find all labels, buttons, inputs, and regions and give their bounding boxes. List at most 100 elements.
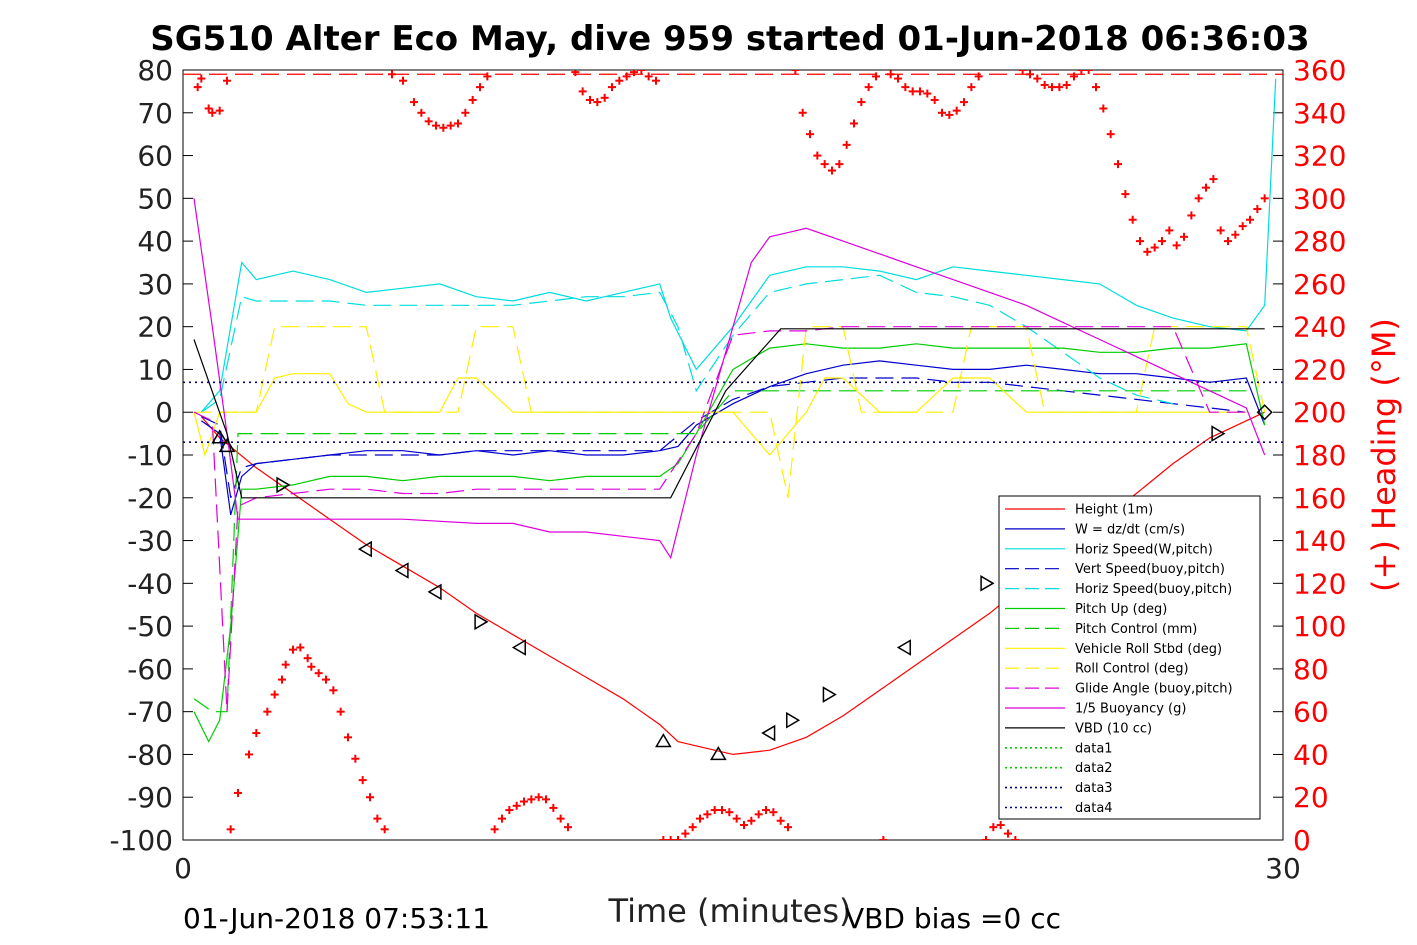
heading-point [417, 108, 426, 117]
heading-point [373, 814, 382, 823]
heading-point [1253, 205, 1262, 214]
legend-label-0: Height (1m) [1075, 503, 1153, 518]
legend: Height (1m) W = dz/dt (cm/s) Horiz Speed(W… [998, 495, 1261, 820]
heading-point [791, 70, 800, 74]
heading-point [820, 160, 829, 169]
right-tick-label: 140 [1293, 525, 1346, 558]
heading-point [593, 98, 602, 107]
heading-point [483, 72, 492, 81]
heading-point [527, 795, 536, 804]
heading-point [586, 95, 594, 104]
heading-point [263, 707, 272, 716]
heading-point [329, 686, 338, 695]
heading-point [879, 836, 888, 840]
legend-label-14: data3 [1075, 781, 1113, 796]
heading-point [439, 123, 448, 132]
heading-point [886, 70, 895, 79]
left-tick-label: 0 [155, 396, 173, 429]
waypoint-marker [710, 745, 727, 761]
right-tick-label: 20 [1293, 781, 1329, 814]
left-tick-label: -40 [127, 567, 173, 600]
heading-point [252, 729, 261, 738]
legend-label-6: Pitch Control (mm) [1075, 622, 1197, 637]
right-tick-label: 100 [1293, 610, 1346, 643]
left-tick-label: 30 [137, 268, 173, 301]
heading-point [1216, 226, 1225, 235]
heading-point [1180, 232, 1188, 241]
heading-point [322, 675, 330, 684]
heading-point [366, 793, 374, 802]
waypoint-marker [761, 724, 776, 742]
heading-point [388, 70, 396, 79]
right-axis-label: (+) Heading (°M) [1365, 318, 1403, 592]
heading-point [1136, 237, 1144, 246]
heading-point [1106, 130, 1115, 139]
left-tick-label: -80 [127, 738, 173, 771]
heading-point [1004, 829, 1012, 838]
heading-point [857, 98, 866, 107]
heading-point [556, 814, 565, 823]
heading-point [336, 707, 345, 716]
heading-point [864, 83, 873, 92]
heading-point [1062, 80, 1071, 89]
series-line-11 [193, 328, 1265, 499]
heading-point [208, 108, 217, 117]
heading-point [1033, 74, 1042, 83]
heading-point [798, 108, 807, 117]
left-tick-label: 70 [137, 97, 173, 130]
heading-point [193, 83, 202, 92]
heading-point [281, 660, 290, 669]
heading-point [1224, 237, 1232, 246]
series-line-5 [193, 343, 1266, 743]
heading-point [652, 76, 660, 85]
heading-point [1172, 241, 1181, 250]
heading-point [718, 806, 726, 815]
heading-point [303, 654, 312, 663]
left-tick-label: 50 [137, 182, 173, 215]
heading-point [446, 121, 455, 130]
heading-point [424, 117, 433, 126]
waypoint-marker [427, 583, 442, 601]
left-tick-label: 80 [137, 54, 173, 87]
heading-point [725, 808, 734, 817]
left-tick-label: -10 [127, 439, 173, 472]
heading-point [1150, 243, 1159, 252]
heading-point [476, 83, 484, 92]
heading-point [1040, 80, 1049, 89]
waypoint-marker [211, 429, 228, 444]
left-axis: 80 70 60 50 40 30 20 10 0 -10 -20 -30 -40 -50 -60 -70 -8… [109, 54, 1283, 857]
chart-title: SG510 Alter Eco May, dive 959 started 01… [150, 19, 1309, 59]
heading-point [520, 797, 528, 806]
heading-point [432, 121, 440, 130]
left-tick-label: 10 [137, 353, 173, 386]
heading-point [571, 70, 580, 77]
left-tick-label: -50 [127, 610, 173, 643]
right-tick-label: 300 [1293, 182, 1346, 215]
heading-point [1092, 83, 1100, 92]
heading-point [894, 74, 902, 83]
heading-point [776, 816, 785, 825]
legend-label-11: VBD (10 cc) [1075, 721, 1152, 736]
right-tick-label: 0 [1293, 824, 1311, 857]
heading-point [1260, 194, 1269, 203]
heading-point [498, 814, 506, 823]
right-tick-label: 180 [1293, 439, 1346, 472]
legend-label-13: data2 [1075, 761, 1113, 776]
waypoint-marker [786, 711, 801, 729]
right-tick-label: 340 [1293, 97, 1346, 130]
legend-label-7: Vehicle Roll Stbd (deg) [1075, 642, 1222, 657]
series-line-3 [201, 377, 1247, 499]
heading-point [615, 76, 624, 85]
heading-point [351, 754, 360, 763]
series-line-6 [193, 390, 1247, 713]
heading-point [226, 825, 235, 834]
left-tick-label: 20 [137, 311, 173, 344]
heading-point [996, 821, 1005, 830]
heading-point [542, 795, 550, 804]
heading-point [732, 814, 741, 823]
heading-point [916, 87, 924, 96]
heading-point [1143, 247, 1152, 256]
right-tick-label: 160 [1293, 482, 1346, 515]
heading-point [512, 801, 521, 810]
heading-point [754, 810, 763, 819]
